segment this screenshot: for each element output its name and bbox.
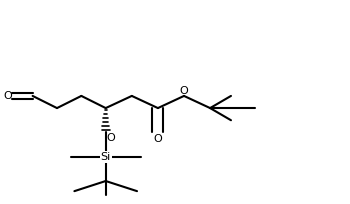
Text: O: O [154, 134, 162, 144]
Text: O: O [3, 91, 12, 101]
Text: O: O [107, 133, 116, 143]
Text: Si: Si [100, 152, 111, 162]
Text: O: O [180, 86, 188, 96]
